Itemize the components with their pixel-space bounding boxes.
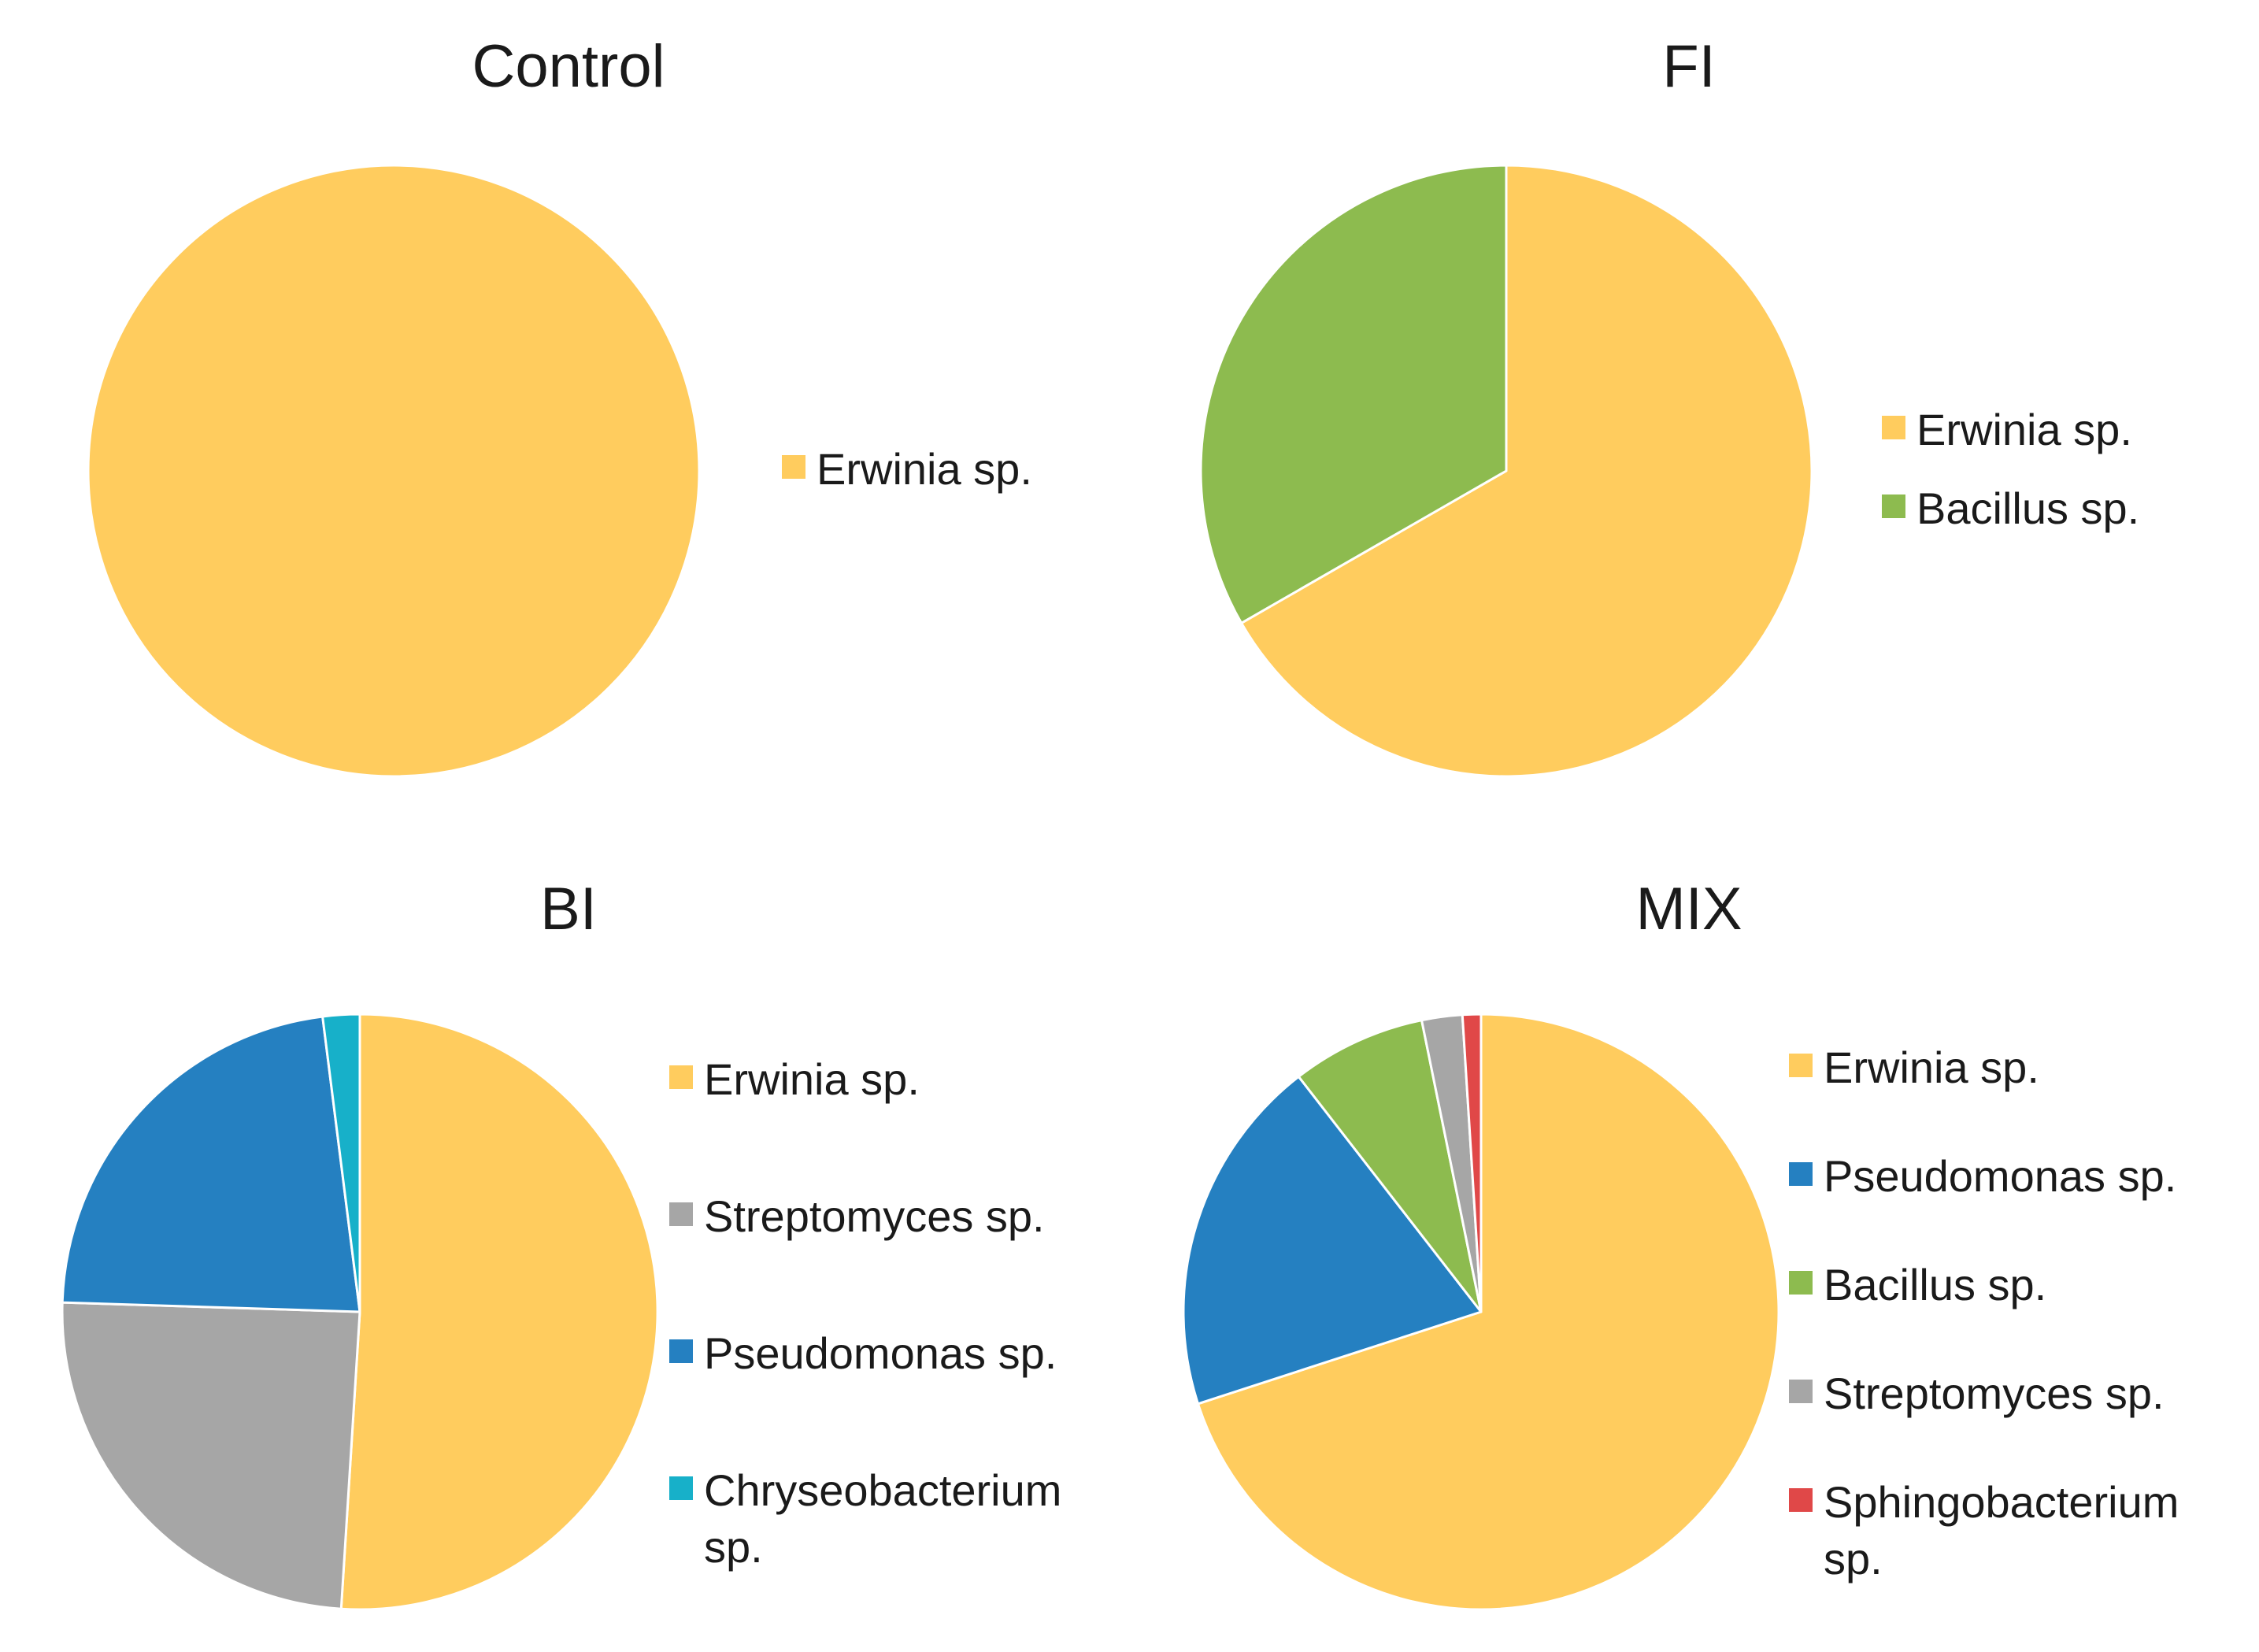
legend-item: Bacillus sp.: [1789, 1260, 2046, 1309]
pie-slice-pseudomonas-sp: [1182, 1075, 1483, 1406]
legend-swatch: [1789, 1054, 1813, 1077]
legend-label: Bacillus sp.: [1916, 483, 2139, 533]
legend-label: Erwinia sp.: [1824, 1043, 2039, 1092]
pie-panel-bi: BI Erwinia sp. Streptomyces sp. Pseudomonas…: [61, 876, 1061, 1611]
pie-slice-erwinia-sp: [1197, 1013, 1780, 1611]
legend-swatch: [1789, 1162, 1813, 1186]
legend-swatch: [669, 1339, 693, 1363]
legend-item: Erwinia sp.: [782, 444, 1032, 494]
pie-slice-erwinia-sp: [1240, 164, 1813, 778]
legend-label: Streptomyces sp.: [704, 1191, 1045, 1241]
pie-panel-mix: MIX Erwinia sp. Pseudomonas sp. Bacillus sp…: [1182, 876, 2179, 1611]
legend-label: Pseudomonas sp.: [704, 1328, 1057, 1378]
pie-slice-chryseobacterium-sp: [321, 1013, 361, 1313]
legend-item: Bacillus sp.: [1882, 483, 2139, 533]
legend-swatch: [1882, 494, 1905, 518]
legend-item: Pseudomonas sp.: [1789, 1151, 2176, 1201]
legend-swatch: [1789, 1488, 1813, 1512]
legend-label: Sphingobacterium: [1824, 1477, 2179, 1527]
pie-panel-control: Control Erwinia sp.: [87, 33, 1032, 778]
legend-label: Pseudomonas sp.: [1824, 1151, 2176, 1201]
pie-slice-bacillus-sp: [1199, 164, 1508, 624]
chart-title: BI: [540, 876, 597, 943]
legend-label: Chryseobacterium: [704, 1465, 1061, 1515]
chart-title: FI: [1662, 33, 1716, 100]
legend-swatch: [669, 1065, 693, 1089]
pie-panel-fi: FI Erwinia sp. Bacillus sp.: [1199, 33, 2139, 778]
legend-item: Chryseobacterium sp.: [669, 1465, 1061, 1572]
pie-slice-sphingobacterium-sp: [1461, 1013, 1483, 1313]
legend-label: Erwinia sp.: [817, 444, 1032, 494]
legend-swatch: [782, 455, 805, 479]
legend-item: Erwinia sp.: [1789, 1043, 2039, 1092]
legend-label: Streptomyces sp.: [1824, 1369, 2165, 1418]
legend-swatch: [1789, 1271, 1813, 1295]
legend-item: Erwinia sp.: [1882, 405, 2132, 454]
pie-slice-pseudomonas-sp: [61, 1015, 361, 1313]
legend-item: Streptomyces sp.: [1789, 1369, 2165, 1418]
chart-title: MIX: [1635, 876, 1742, 943]
legend-item: Sphingobacterium sp.: [1789, 1477, 2179, 1583]
legend-item: Streptomyces sp.: [669, 1191, 1045, 1241]
legend-label: Erwinia sp.: [1916, 405, 2132, 454]
pie-slice-streptomyces-sp: [61, 1301, 361, 1610]
legend-label: Erwinia sp.: [704, 1054, 920, 1104]
legend-swatch: [669, 1476, 693, 1500]
legend-item: Pseudomonas sp.: [669, 1328, 1057, 1378]
legend-label: sp.: [1824, 1534, 1883, 1583]
legend-swatch: [1882, 416, 1905, 439]
legend-label: Bacillus sp.: [1824, 1260, 2046, 1309]
pie-slice-erwinia-sp: [339, 1013, 659, 1611]
legend-item: Erwinia sp.: [669, 1054, 920, 1104]
pie-slice-erwinia-sp: [87, 164, 701, 778]
chart-title: Control: [472, 33, 665, 100]
legend-label: sp.: [704, 1522, 763, 1572]
legend-swatch: [669, 1202, 693, 1226]
legend-swatch: [1789, 1380, 1813, 1403]
